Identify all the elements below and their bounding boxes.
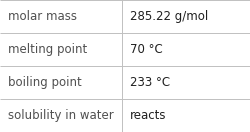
Text: melting point: melting point [8, 43, 87, 56]
Text: 70 °C: 70 °C [130, 43, 162, 56]
Text: 285.22 g/mol: 285.22 g/mol [130, 10, 208, 23]
Text: reacts: reacts [130, 109, 166, 122]
Text: molar mass: molar mass [8, 10, 76, 23]
Text: 233 °C: 233 °C [130, 76, 170, 89]
Text: boiling point: boiling point [8, 76, 81, 89]
Text: solubility in water: solubility in water [8, 109, 113, 122]
